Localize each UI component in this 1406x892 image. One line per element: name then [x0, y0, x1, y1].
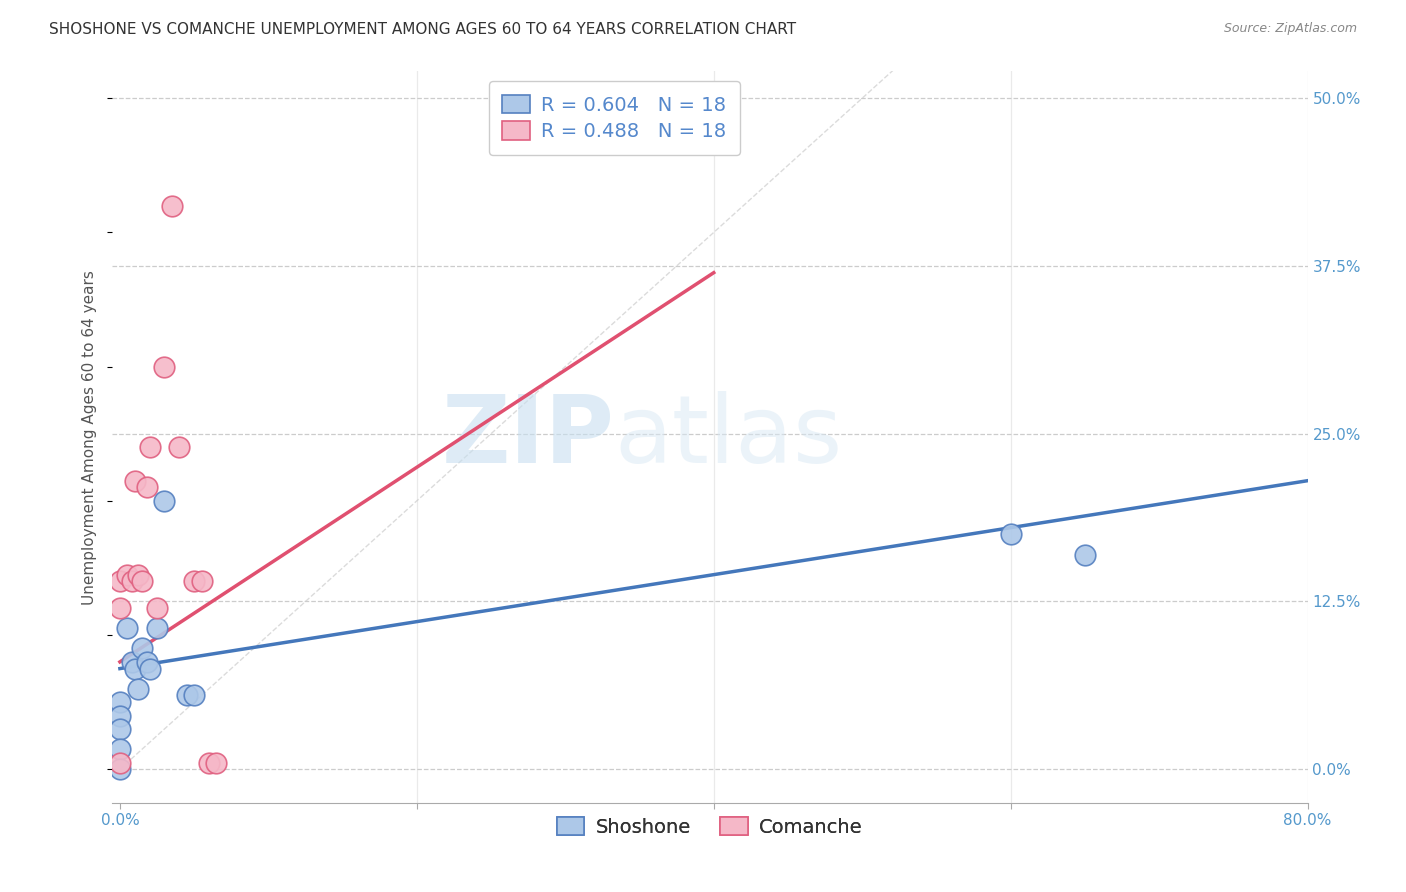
Point	[108, 742, 131, 756]
Point	[1074, 548, 1097, 562]
Point	[138, 440, 160, 454]
Y-axis label: Unemployment Among Ages 60 to 64 years: Unemployment Among Ages 60 to 64 years	[82, 269, 97, 605]
Point	[131, 574, 153, 589]
Point	[108, 762, 131, 776]
Point	[190, 574, 212, 589]
Point	[108, 695, 131, 709]
Point	[127, 567, 149, 582]
Point	[127, 681, 149, 696]
Point	[108, 708, 131, 723]
Point	[205, 756, 228, 770]
Point	[108, 756, 131, 770]
Point	[108, 722, 131, 736]
Point	[138, 662, 160, 676]
Text: SHOSHONE VS COMANCHE UNEMPLOYMENT AMONG AGES 60 TO 64 YEARS CORRELATION CHART: SHOSHONE VS COMANCHE UNEMPLOYMENT AMONG …	[49, 22, 796, 37]
Point	[176, 689, 198, 703]
Point	[131, 641, 153, 656]
Point	[160, 198, 183, 212]
Point	[121, 574, 143, 589]
Point	[108, 601, 131, 615]
Point	[183, 574, 205, 589]
Point	[153, 359, 176, 374]
Legend: Shoshone, Comanche: Shoshone, Comanche	[550, 809, 870, 845]
Text: ZIP: ZIP	[441, 391, 614, 483]
Point	[146, 601, 169, 615]
Point	[1000, 527, 1022, 541]
Text: atlas: atlas	[614, 391, 842, 483]
Point	[135, 480, 157, 494]
Point	[146, 621, 169, 635]
Point	[117, 567, 139, 582]
Point	[198, 756, 221, 770]
Point	[117, 621, 139, 635]
Point	[121, 655, 143, 669]
Point	[124, 662, 146, 676]
Point	[169, 440, 191, 454]
Point	[135, 655, 157, 669]
Text: Source: ZipAtlas.com: Source: ZipAtlas.com	[1223, 22, 1357, 36]
Point	[108, 574, 131, 589]
Point	[153, 493, 176, 508]
Point	[124, 474, 146, 488]
Point	[183, 689, 205, 703]
